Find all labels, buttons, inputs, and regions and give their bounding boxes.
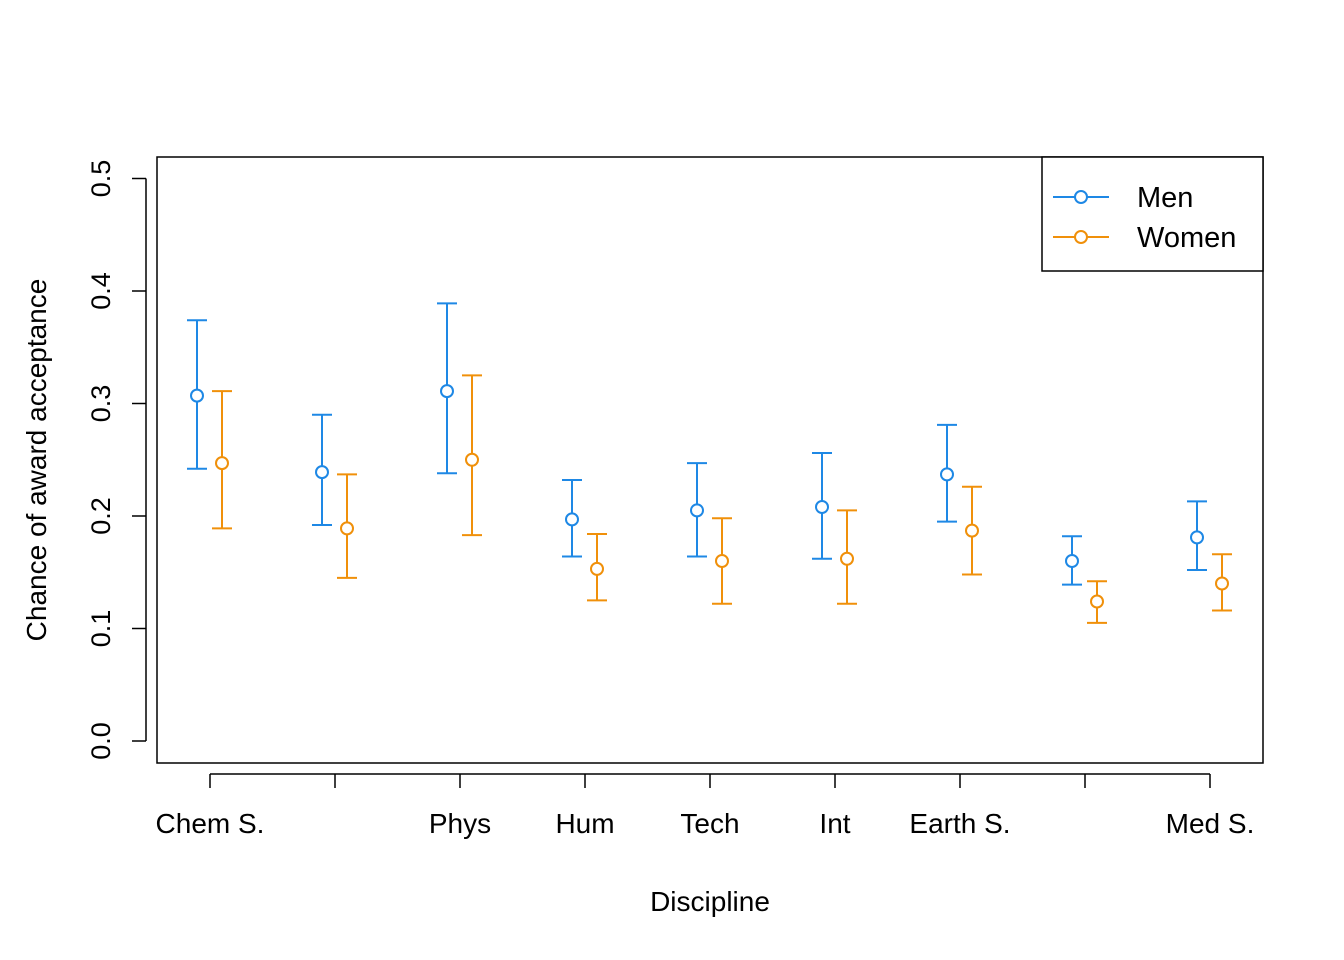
legend-label-women: Women xyxy=(1137,222,1236,254)
x-tick-label: Int xyxy=(819,808,850,839)
y-tick-label: 0.4 xyxy=(86,272,116,310)
women-point xyxy=(1215,576,1229,591)
x-tick-label: Chem S. xyxy=(156,808,265,839)
women-point xyxy=(1090,594,1104,609)
x-axis-label: Discipline xyxy=(650,886,770,917)
y-tick-label: 0.3 xyxy=(86,385,116,423)
series-women xyxy=(212,374,1232,624)
y-axis: 0.0 0.1 0.2 0.3 0.4 0.5 xyxy=(86,160,147,760)
women-point xyxy=(215,456,229,471)
y-tick-label: 0.5 xyxy=(86,160,116,198)
men-point xyxy=(190,388,204,403)
men-point xyxy=(440,384,454,399)
x-axis: Chem S. Phys Hum Tech Int Earth S. Med S. xyxy=(156,773,1255,839)
legend-marker-men xyxy=(1074,190,1088,204)
men-point xyxy=(815,500,829,514)
series-men xyxy=(187,302,1207,586)
x-tick-label: Hum xyxy=(555,808,614,839)
data-marks xyxy=(187,302,1232,624)
legend-box xyxy=(1041,156,1264,272)
legend-marker-women xyxy=(1074,230,1088,244)
women-point xyxy=(965,523,979,538)
y-tick-label: 0.0 xyxy=(86,722,116,760)
legend-label-men: Men xyxy=(1137,182,1193,214)
legend: Men Women xyxy=(1041,156,1264,272)
y-tick-label: 0.1 xyxy=(86,610,116,648)
women-point xyxy=(715,554,729,568)
men-point xyxy=(565,512,579,527)
men-point xyxy=(1065,554,1079,568)
x-tick-label: Phys xyxy=(429,808,491,839)
y-axis-label: Chance of award acceptance xyxy=(21,279,52,642)
men-point xyxy=(690,503,704,518)
men-point xyxy=(940,467,954,482)
women-point xyxy=(465,452,479,467)
x-tick-label: Med S. xyxy=(1166,808,1255,839)
women-point xyxy=(840,551,854,566)
y-tick-label: 0.2 xyxy=(86,497,116,535)
x-tick-label: Earth S. xyxy=(909,808,1010,839)
women-point xyxy=(340,521,354,536)
women-point xyxy=(590,561,604,576)
plot-frame xyxy=(156,156,1264,764)
men-point xyxy=(1190,530,1204,545)
men-point xyxy=(315,465,329,480)
x-tick-label: Tech xyxy=(680,808,739,839)
